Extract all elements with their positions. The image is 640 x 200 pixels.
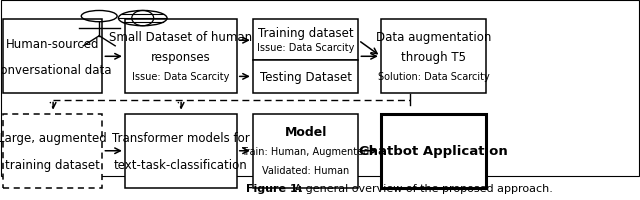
Text: Issue: Data Scarcity: Issue: Data Scarcity <box>257 43 355 53</box>
Text: Data augmentation: Data augmentation <box>376 31 492 44</box>
Text: Solution: Data Scarcity: Solution: Data Scarcity <box>378 71 490 81</box>
Text: Train: Human, Augmented: Train: Human, Augmented <box>241 146 370 156</box>
Text: through T5: through T5 <box>401 51 466 63</box>
Bar <box>253 114 358 188</box>
Bar <box>381 20 486 94</box>
Bar <box>1 1 639 176</box>
Text: Large, augmented: Large, augmented <box>0 131 107 144</box>
Text: Validated: Human: Validated: Human <box>262 165 349 175</box>
Text: responses: responses <box>151 51 211 63</box>
Bar <box>3 114 102 188</box>
Bar <box>125 20 237 94</box>
Bar <box>125 114 237 188</box>
Text: Training dataset: Training dataset <box>258 27 353 40</box>
Text: Transformer models for: Transformer models for <box>112 131 250 144</box>
Bar <box>3 20 102 94</box>
Text: Model: Model <box>284 125 327 138</box>
Text: conversational data: conversational data <box>0 64 111 77</box>
Text: A general overview of the proposed approach.: A general overview of the proposed appro… <box>291 183 553 193</box>
Text: text-task-classification: text-task-classification <box>114 158 248 171</box>
Text: Testing Dataset: Testing Dataset <box>260 71 351 84</box>
Text: Chatbot Application: Chatbot Application <box>359 145 508 157</box>
Text: Issue: Data Scarcity: Issue: Data Scarcity <box>132 71 230 81</box>
Text: Human-sourced: Human-sourced <box>6 37 100 50</box>
Text: training dataset: training dataset <box>5 158 100 171</box>
Bar <box>253 61 358 94</box>
Text: Figure 1:: Figure 1: <box>246 183 303 193</box>
Bar <box>381 114 486 188</box>
Bar <box>253 20 358 61</box>
Text: Small Dataset of human: Small Dataset of human <box>109 31 252 44</box>
